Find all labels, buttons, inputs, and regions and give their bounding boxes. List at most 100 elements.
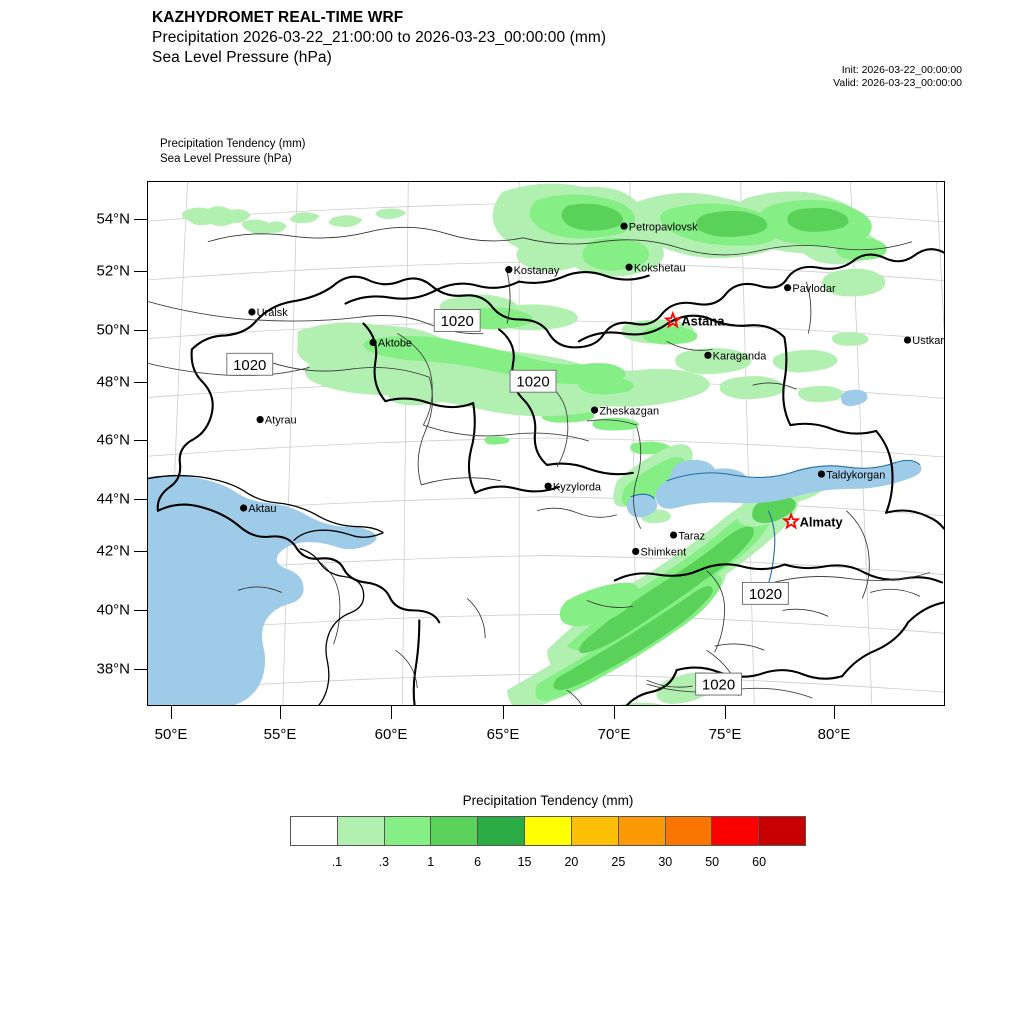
city-dot-icon [903,336,912,344]
colorbar-segment[interactable] [759,817,805,845]
city-label: Ustkamen [912,335,944,347]
colorbar-tick-label: 20 [564,855,579,869]
city-dot-icon [248,308,256,316]
city-kostanay: Kostanay [505,265,560,277]
city-atyrau: Atyrau [256,415,297,427]
city-uralsk: Uralsk [248,307,288,319]
lat-axis-label: 42°N [96,542,130,560]
colorbar-tick-label: 1 [427,855,435,869]
city-dot-icon [704,351,712,359]
pressure-contour-label: 1020 [742,581,789,605]
city-label: Kyzylorda [553,481,602,493]
lat-axis-label: 50°N [96,321,130,339]
lat-axis-label: 54°N [96,210,130,228]
lon-tick [725,706,726,719]
colorbar-tick-label: 6 [474,855,482,869]
init-timestamp: Init: 2026-03-22_00:00:00 [841,64,962,76]
city-dot-icon [817,470,826,478]
city-dot-icon [632,547,640,556]
colorbar-segment[interactable] [431,817,479,845]
title-model-name: KAZHYDROMET REAL-TIME WRF [152,9,404,26]
country-borders [156,248,944,705]
city-dot-icon [784,284,792,292]
lon-axis-label: 55°E [263,726,297,743]
lon-axis-label: 60°E [374,726,408,743]
lon-tick [391,706,392,719]
lon-axis-label: 70°E [597,726,631,743]
lon-tick [280,706,281,719]
valid-timestamp: Valid: 2026-03-23_00:00:00 [833,77,962,89]
city-aktobe: Aktobe [369,338,412,350]
coastline [148,474,384,705]
colorbar-tick-label: 15 [517,855,532,869]
contour-label-value: 1020 [441,313,474,330]
city-dot-icon [369,338,377,347]
lon-tick [834,706,835,719]
colorbar-strip[interactable] [290,816,806,846]
colorbar-tick-label: .1 [331,855,343,869]
city-kokshetau: Kokshetau [625,262,686,274]
city-dot-icon [505,266,513,274]
lon-axis-label: 75°E [708,726,742,743]
city-aktau: Aktau [240,503,276,515]
city-label: Almaty [800,515,844,530]
panel-caption-pressure: Sea Level Pressure (hPa) [160,153,292,165]
colorbar-tick-label: 50 [705,855,720,869]
lat-axis-label: 44°N [96,490,130,508]
colorbar-segment[interactable] [712,817,760,845]
city-dot-icon [620,222,628,230]
colorbar-segment[interactable] [525,817,572,845]
city-label: Kokshetau [634,262,686,274]
lat-tick [134,669,147,670]
colorbar-tick-label: 30 [658,855,673,869]
map-canvas: Petropavlovsk Kostanay Kokshetau Pavlodar Ur… [148,182,944,705]
lat-axis-label: 46°N [96,431,130,449]
lat-tick [134,499,147,500]
city-dot-icon [669,531,678,539]
city-label: Pavlodar [792,283,836,295]
lon-tick [171,706,172,719]
weather-map[interactable]: Petropavlovsk Kostanay Kokshetau Pavlodar Ur… [147,181,945,706]
city-almaty: Almaty [781,511,844,530]
colorbar-segment[interactable] [337,817,385,845]
city-label: Atyrau [265,415,297,427]
lat-tick [134,610,147,611]
city-label: Kostanay [514,265,560,277]
city-shimkent: Shimkent [632,547,686,559]
lat-tick [134,440,147,441]
city-karaganda: Karaganda [704,351,767,363]
run-timestamps: Init: 2026-03-22_00:00:00 Valid: 2026-03… [777,64,962,90]
city-astana: Astana [663,310,725,329]
lon-axis-label: 50°E [154,726,188,743]
lat-tick [134,330,147,331]
pressure-contour-label: 1020 [226,352,274,376]
city-label: Aktau [248,503,276,515]
colorbar-segment[interactable] [665,817,713,845]
city-label: Aktobe [378,338,412,350]
contour-labels-layer: 1020 1020 1020 1020 1020 [226,309,789,696]
lat-axis-label: 52°N [96,262,130,280]
colorbar-segment[interactable] [618,817,666,845]
colorbar-segment[interactable] [291,817,338,845]
contour-label-value: 1020 [516,374,549,391]
title-sea-level-pressure: Sea Level Pressure (hPa) [152,49,332,66]
city-dot-icon [625,263,633,271]
colorbar-tick-label: 25 [611,855,626,869]
colorbar-segment[interactable] [571,817,619,845]
lat-tick [134,271,147,272]
city-kyzylorda: Kyzylorda [544,481,602,493]
lat-axis-label: 48°N [96,373,130,391]
colorbar[interactable]: Precipitation Tendency (mm) .1 .3 1 6 15 20 25… [290,793,806,877]
lat-tick [134,382,147,383]
colorbar-title: Precipitation Tendency (mm) [462,793,634,808]
capital-star-icon [781,511,801,530]
city-ustkamen: Ustkamen [903,335,944,347]
city-label: Taraz [678,530,705,542]
city-zheskazgan: Zheskazgan [590,405,659,417]
colorbar-segment[interactable] [384,817,432,845]
city-markers-layer: Petropavlovsk Kostanay Kokshetau Pavlodar Ur… [240,221,944,559]
pressure-contour-label: 1020 [695,672,743,696]
city-dot-icon [590,406,599,414]
colorbar-segment[interactable] [478,817,526,845]
city-taraz: Taraz [669,530,705,542]
